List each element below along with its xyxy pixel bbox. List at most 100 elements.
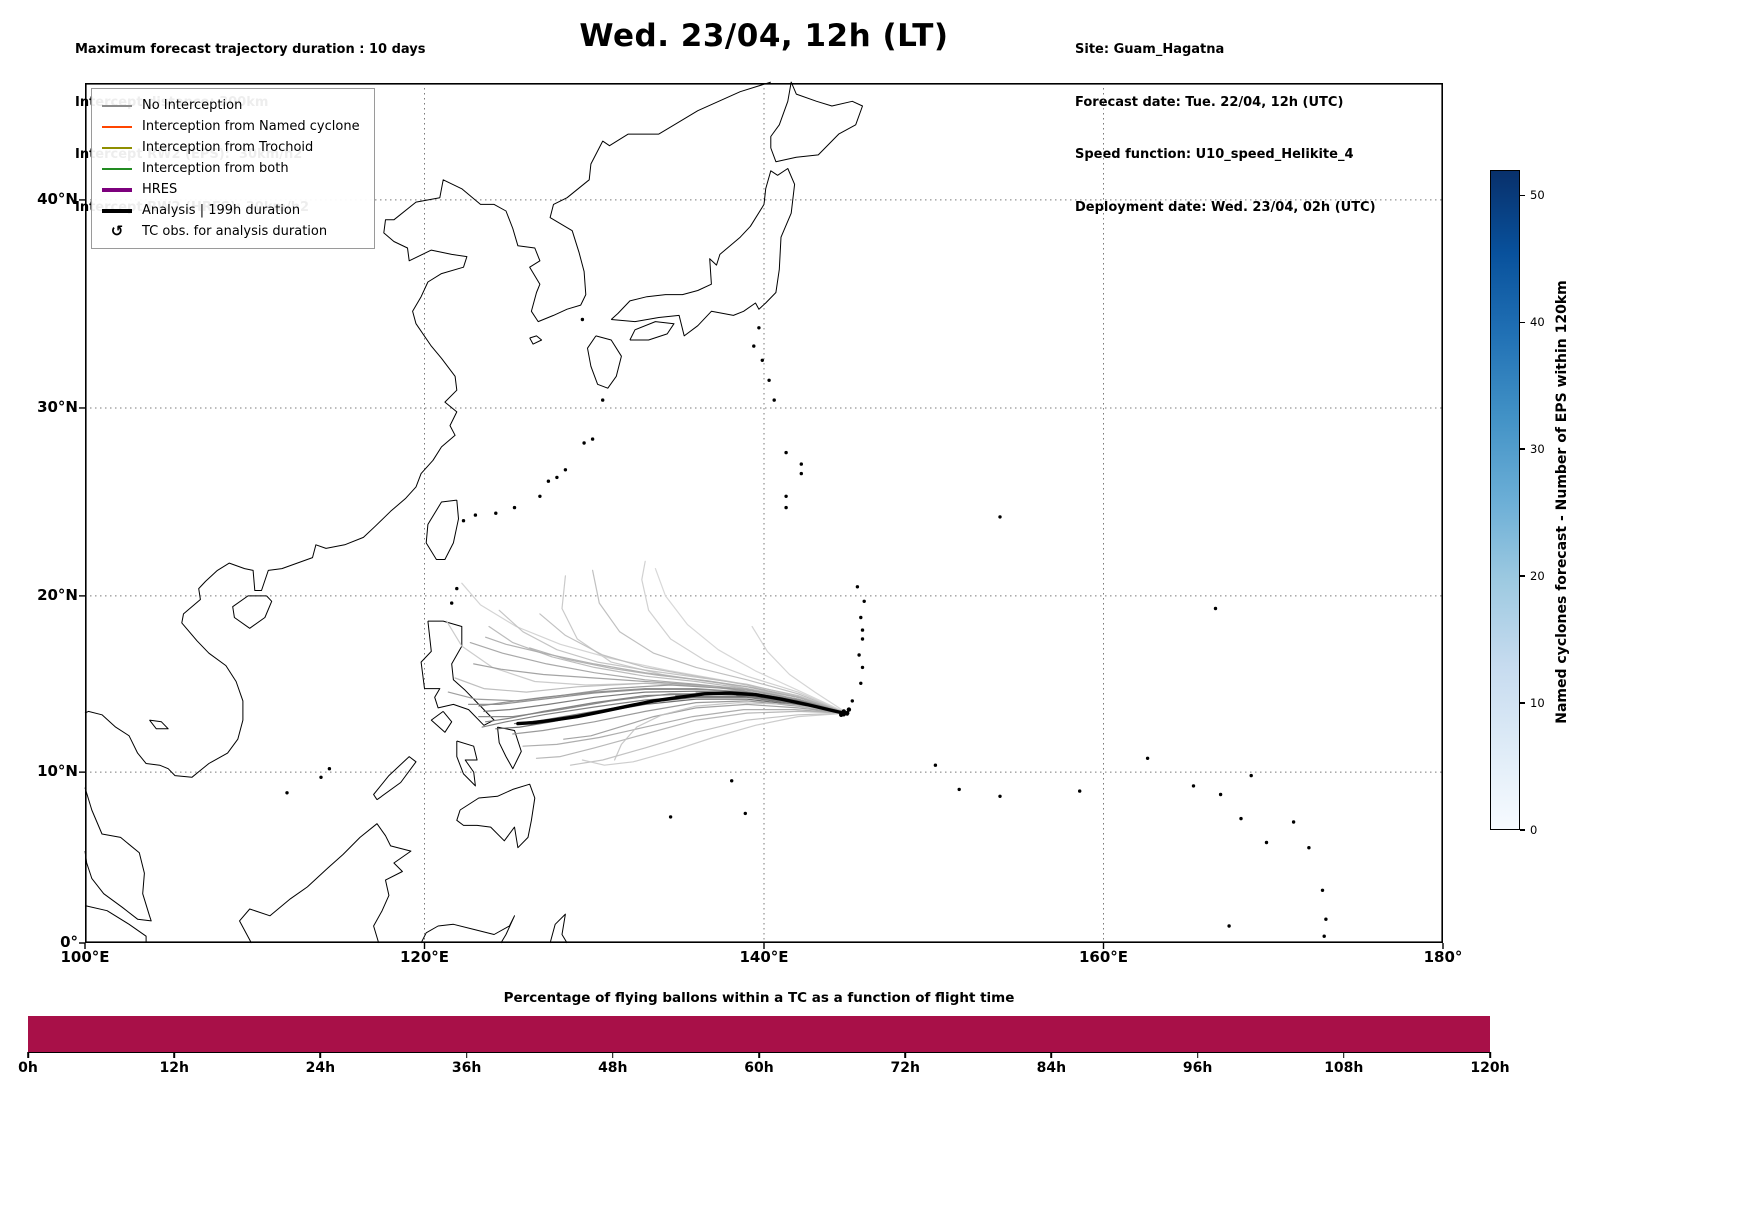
island-dot: [760, 358, 764, 362]
bottom-tick-mark: [1196, 1052, 1199, 1058]
legend: No Interception Interception from Named c…: [91, 88, 375, 249]
island-dot: [767, 378, 771, 382]
coastline: [430, 710, 453, 733]
ensemble-track: [539, 613, 848, 714]
island-dot: [860, 637, 865, 641]
bottom-tick-mark: [465, 1052, 468, 1058]
island-dot: [1264, 840, 1269, 845]
island-dot: [1213, 606, 1218, 611]
coastline: [549, 913, 568, 944]
island-dot: [473, 513, 478, 517]
island-dot: [730, 779, 734, 783]
island-dot: [1218, 792, 1223, 797]
bottom-tick-mark: [758, 1052, 760, 1058]
coastline: [84, 905, 147, 943]
island-dot: [799, 471, 803, 476]
bottom-tick-label: 24h: [305, 1060, 336, 1076]
ensemble-track: [581, 712, 848, 766]
island-dot: [494, 511, 498, 515]
island-dot: [998, 515, 1002, 519]
bottom-tick-mark: [1489, 1052, 1491, 1058]
island-dot: [933, 763, 938, 767]
x-tick-label: 180°: [1423, 948, 1463, 966]
coastline: [529, 335, 543, 345]
bottom-chart-title: Percentage of flying ballons within a TC…: [503, 990, 1015, 1006]
bottom-tick-label: 84h: [1036, 1060, 1067, 1076]
ensemble-track: [512, 700, 848, 735]
bottom-tick-mark: [319, 1052, 322, 1058]
map-canvas: [79, 81, 1444, 949]
y-tick-label: 40°N: [37, 189, 78, 208]
island-dot: [1191, 784, 1196, 788]
legend-item: HRES: [102, 179, 360, 200]
coastline: [239, 823, 412, 944]
island-dot: [860, 628, 865, 632]
colorbar-tick-mark: [1520, 829, 1525, 831]
coastline: [149, 719, 169, 730]
ensemble-trajectories: [446, 560, 848, 766]
island-dot: [1320, 888, 1325, 892]
island-dot: [450, 601, 454, 605]
ensemble-track: [641, 560, 848, 714]
bottom-tick-label: 60h: [744, 1060, 774, 1076]
y-tick-label: 0°: [60, 933, 78, 951]
ensemble-track: [468, 688, 848, 714]
bottom-tick-label: 96h: [1182, 1060, 1213, 1076]
island-dot: [1291, 820, 1296, 824]
bottom-tick-label: 48h: [598, 1060, 628, 1076]
bottom-tick-mark: [1343, 1052, 1345, 1058]
coastline: [456, 783, 536, 849]
colorbar-tick-mark: [1520, 321, 1525, 324]
colorbar-tick-mark: [1520, 702, 1525, 704]
island-dot: [582, 441, 586, 445]
island-dot: [319, 775, 323, 779]
island-dot: [752, 344, 756, 348]
ensemble-track: [473, 663, 848, 714]
bottom-tick-label: 0h: [18, 1060, 38, 1076]
island-dot: [555, 475, 559, 480]
bottom-tick-label: 72h: [890, 1060, 920, 1076]
island-dot: [1322, 934, 1326, 938]
coastline: [497, 726, 522, 770]
legend-line-swatch: [102, 104, 132, 107]
colorbar-tick-mark: [1520, 448, 1525, 450]
ensemble-track: [563, 703, 848, 740]
island-dot: [563, 468, 568, 472]
bottom-tick-label: 108h: [1324, 1060, 1364, 1076]
coastline: [84, 787, 152, 922]
coastline: [373, 756, 417, 801]
trajectory-map: No Interception Interception from Named c…: [79, 81, 1444, 949]
map-frame: [85, 83, 1444, 944]
colorbar-tick-mark: [1520, 575, 1525, 577]
colorbar-tick-label: 50: [1530, 188, 1545, 203]
colorbar: 0 10 20 30 40 50: [1490, 170, 1610, 837]
legend-item: Interception from Named cyclone: [102, 116, 360, 137]
legend-line-swatch: [102, 125, 132, 128]
ensemble-track: [569, 712, 848, 766]
legend-line-swatch: [102, 187, 132, 192]
colorbar-tick-label: 0: [1530, 823, 1538, 837]
island-dot: [859, 681, 863, 685]
coastline: [770, 81, 863, 163]
colorbar-label: Named cyclones forecast - Number of EPS …: [1554, 280, 1570, 724]
site-line: Deployment date: Wed. 23/04, 02h (UTC): [1075, 199, 1376, 215]
island-dot: [601, 398, 605, 402]
island-dot: [743, 811, 747, 816]
figure-title: Wed. 23/04, 12h (LT): [579, 18, 949, 54]
ensemble-track: [654, 568, 848, 714]
tc-obs-icon: ↺: [110, 222, 124, 240]
island-dot: [1227, 924, 1231, 928]
island-dot: [784, 450, 788, 455]
colorbar-tick-label: 30: [1530, 442, 1545, 457]
island-dot: [862, 599, 866, 603]
legend-item-label: Analysis | 199h duration: [142, 203, 301, 218]
island-dot: [957, 787, 961, 792]
island-dot: [1249, 773, 1253, 778]
legend-item-label: Interception from Named cyclone: [142, 119, 360, 134]
coastline: [610, 168, 796, 337]
ensemble-track: [535, 710, 848, 759]
y-tick-label: 30°N: [37, 397, 78, 416]
island-dot: [1239, 816, 1243, 821]
island-dot: [855, 585, 860, 589]
